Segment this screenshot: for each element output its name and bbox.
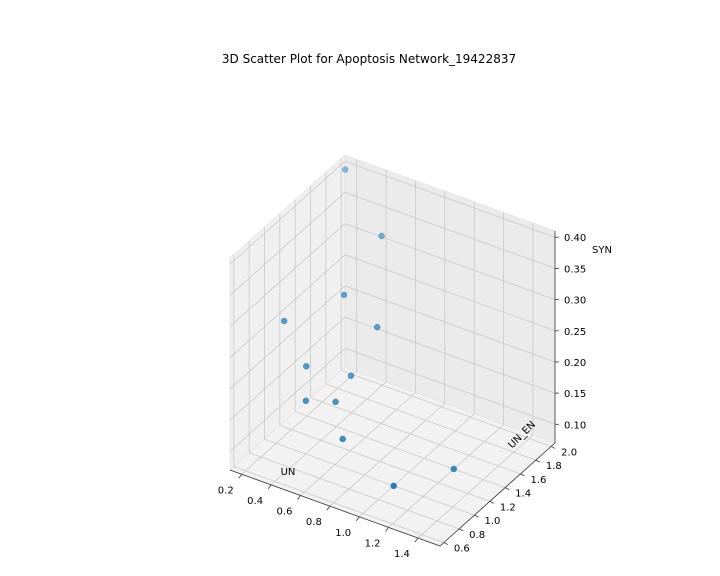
- data-point: [378, 232, 385, 240]
- y-tick-label: 1.0: [485, 516, 501, 527]
- data-point: [332, 398, 339, 406]
- grid-line-z: [344, 347, 556, 425]
- data-point: [341, 166, 349, 173]
- y-tick-label: 0.8: [469, 530, 485, 541]
- data-point: [390, 482, 397, 490]
- grid-lines: [229, 158, 556, 547]
- data-point: [347, 372, 355, 379]
- y-tick-mark: [458, 528, 464, 532]
- data-points: [280, 166, 458, 490]
- x-tick-label: 0.6: [277, 507, 293, 518]
- grid-line-z: [229, 160, 346, 265]
- y-tick-mark: [550, 446, 556, 449]
- data-point: [280, 317, 288, 325]
- x-tick-label: 0.4: [247, 496, 263, 507]
- z-axis-label: SYN: [592, 245, 612, 256]
- grid-line-z: [229, 223, 346, 327]
- y-tick-mark: [489, 501, 495, 504]
- x-tick-mark: [385, 527, 389, 532]
- x-tick-label: 1.2: [365, 538, 381, 549]
- grid-line-y: [279, 424, 490, 502]
- grid-line-y: [233, 466, 444, 543]
- x-tick-mark: [297, 495, 301, 500]
- grid-line-z: [344, 192, 556, 269]
- grid-line-z: [229, 347, 346, 452]
- x-tick-mark: [267, 484, 272, 490]
- data-point: [339, 435, 346, 443]
- x-tick-mark: [326, 505, 331, 511]
- y-tick-label: 0.6: [454, 544, 470, 555]
- grid-line-z: [229, 192, 346, 296]
- x-tick-label: 1.0: [335, 528, 351, 539]
- x-tick-mark: [355, 516, 360, 522]
- y-tick-mark: [474, 514, 479, 518]
- z-tick-label: 0.15: [564, 389, 586, 400]
- x-axis-label: UN: [281, 467, 296, 478]
- x-tick-label: 0.8: [306, 517, 322, 528]
- y-tick-label: 2.0: [561, 447, 577, 458]
- z-tick-label: 0.25: [564, 327, 586, 338]
- grid-line-z: [229, 285, 346, 390]
- chart-title: 3D Scatter Plot for Apoptosis Network_19…: [222, 52, 516, 66]
- z-tick-label: 0.35: [564, 264, 586, 275]
- data-point: [340, 291, 348, 299]
- data-point: [450, 465, 458, 473]
- z-tick-label: 0.40: [564, 233, 586, 244]
- x-tick-mark: [238, 474, 243, 479]
- y-tick-label: 1.8: [546, 461, 562, 472]
- data-point: [302, 397, 310, 405]
- z-tick-label: 0.10: [564, 420, 586, 431]
- grid-line-y: [295, 411, 506, 489]
- y-tick-mark: [520, 473, 525, 477]
- y-tick-mark: [443, 542, 449, 545]
- grid-line-y: [341, 370, 552, 447]
- grid-line-z: [344, 316, 556, 394]
- grid-line-y: [249, 452, 460, 530]
- y-tick-label: 1.4: [515, 489, 531, 500]
- z-tick-label: 0.30: [564, 296, 586, 307]
- grid-line-z: [344, 254, 556, 332]
- grid-line-y: [325, 383, 536, 461]
- grid-line-z: [344, 160, 556, 238]
- x-tick-mark: [414, 537, 419, 543]
- grid-line-y: [310, 397, 521, 475]
- y-tick-label: 1.2: [500, 502, 516, 513]
- y-tick-mark: [504, 487, 510, 490]
- z-tick-label: 0.20: [564, 358, 586, 369]
- x-tick-label: 1.4: [394, 549, 410, 560]
- data-point: [303, 363, 310, 370]
- grid-line-y: [264, 438, 475, 516]
- grid-line-z: [229, 254, 346, 359]
- x-tick-label: 0.2: [218, 485, 234, 496]
- x-axis-line: [229, 469, 441, 547]
- y-tick-mark: [535, 459, 541, 463]
- data-point: [373, 323, 381, 331]
- y-tick-label: 1.6: [531, 475, 547, 486]
- tick-labels: 0.20.40.60.81.01.21.4 0.60.81.01.21.41.61…: [218, 233, 586, 560]
- grid-line-z: [344, 285, 556, 363]
- grid-line-z: [229, 316, 346, 421]
